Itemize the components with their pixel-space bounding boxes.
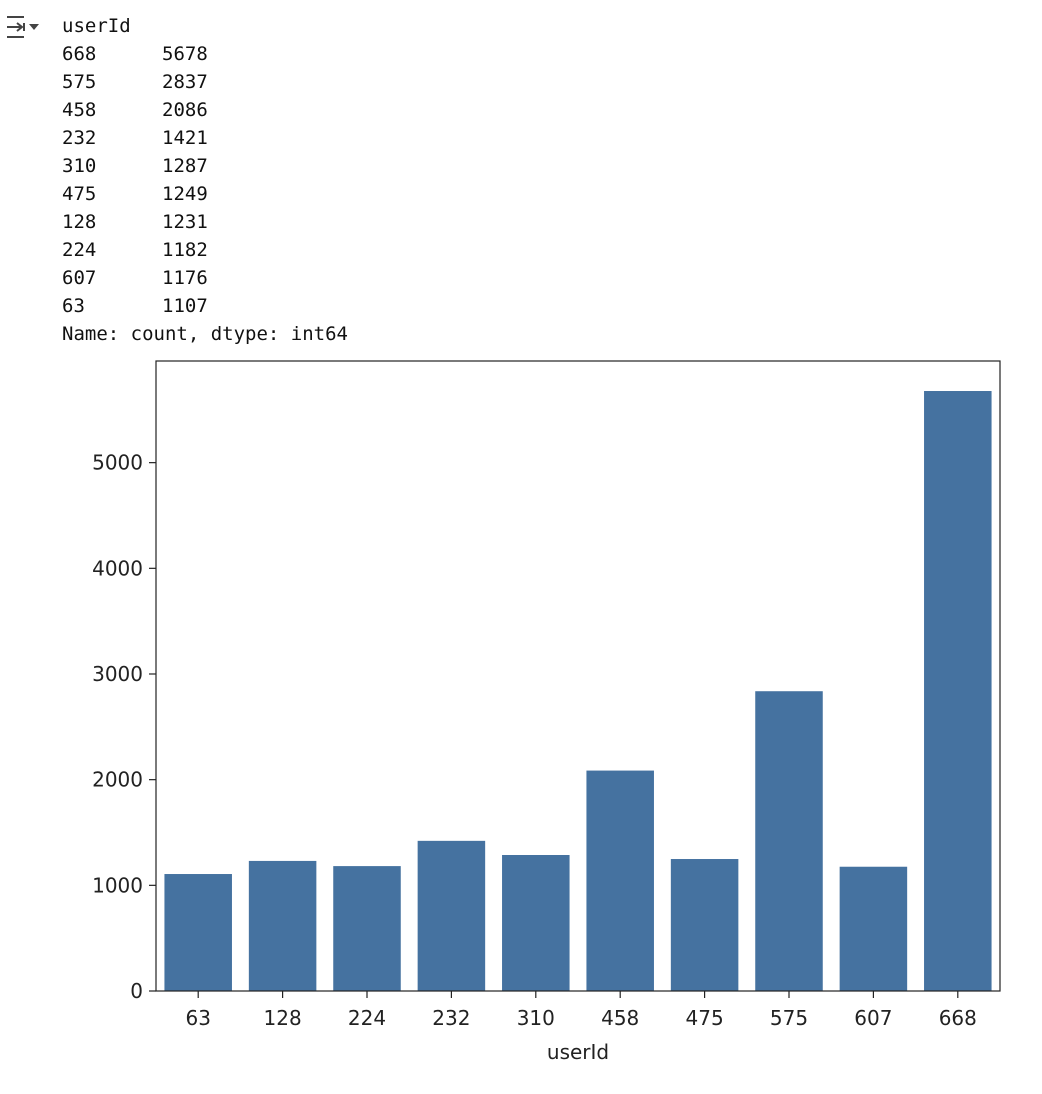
series-row-value: 1107 [162,295,208,317]
x-tick-label: 232 [432,1006,470,1030]
x-tick-label: 458 [601,1006,639,1030]
series-row-value: 5678 [162,43,208,65]
y-tick-label: 1000 [92,873,143,897]
x-tick-label: 310 [517,1006,555,1030]
y-tick-label: 3000 [92,662,143,686]
bar [586,770,654,991]
bar [333,866,401,991]
bar [670,859,739,991]
x-tick-label: 668 [939,1006,977,1030]
x-tick-label: 63 [185,1006,210,1030]
series-row: 575 2837 [62,68,348,96]
bar [417,840,486,991]
bar [164,874,232,991]
bar [924,391,992,991]
series-row-index: 458 [62,99,97,121]
x-axis-label: userId [547,1040,609,1064]
plot-frame [155,360,1001,992]
series-row-index: 668 [62,43,97,65]
series-row-value: 1249 [162,183,208,205]
series-row-value: 1231 [162,211,208,233]
series-row-value: 1287 [162,155,208,177]
x-tick-label: 128 [264,1006,302,1030]
series-row: 607 1176 [62,264,348,292]
bar [502,855,570,991]
y-tick-label: 5000 [92,451,143,475]
series-row-index: 232 [62,127,97,149]
series-row-value: 1421 [162,127,208,149]
x-tick-label: 475 [686,1006,724,1030]
series-row-index: 224 [62,239,97,261]
series-footer: Name: count, dtype: int64 [62,323,348,345]
series-row: 232 1421 [62,124,348,152]
series-row-index: 128 [62,211,97,233]
x-tick-label: 224 [348,1006,386,1030]
bar [755,691,823,991]
series-row-value: 1182 [162,239,208,261]
series-row-index: 575 [62,71,97,93]
series-row-index: 607 [62,267,97,289]
series-row-index: 310 [62,155,97,177]
series-row-value: 2086 [162,99,208,121]
y-tick-label: 4000 [92,556,143,580]
series-row: 310 1287 [62,152,348,180]
bar [839,866,908,991]
series-row: 475 1249 [62,180,348,208]
console-output: userId 668 5678 575 2837 458 2086 232 1421 310 12… [62,12,348,348]
x-tick-label: 575 [770,1006,808,1030]
series-rows: 668 5678 575 2837 458 2086 232 1421 310 1287 475 12… [62,40,348,320]
bar [248,860,317,991]
series-row: 458 2086 [62,96,348,124]
series-row-value: 1176 [162,267,208,289]
y-tick-label: 2000 [92,768,143,792]
series-row: 668 5678 [62,40,348,68]
y-tick-label: 0 [130,979,143,1003]
series-row: 128 1231 [62,208,348,236]
series-row-value: 2837 [162,71,208,93]
series-row-index: 475 [62,183,97,205]
series-row: 224 1182 [62,236,348,264]
series-row: 63 1107 [62,292,348,320]
x-tick-label: 607 [854,1006,892,1030]
series-row-index: 63 [62,295,85,317]
series-header: userId [62,15,131,37]
output-expand-icon[interactable] [4,14,42,42]
